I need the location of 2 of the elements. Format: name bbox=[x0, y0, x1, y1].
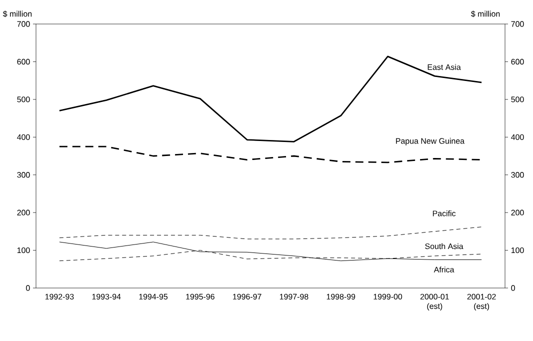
line-series bbox=[59, 242, 482, 262]
line-series bbox=[58, 146, 482, 164]
